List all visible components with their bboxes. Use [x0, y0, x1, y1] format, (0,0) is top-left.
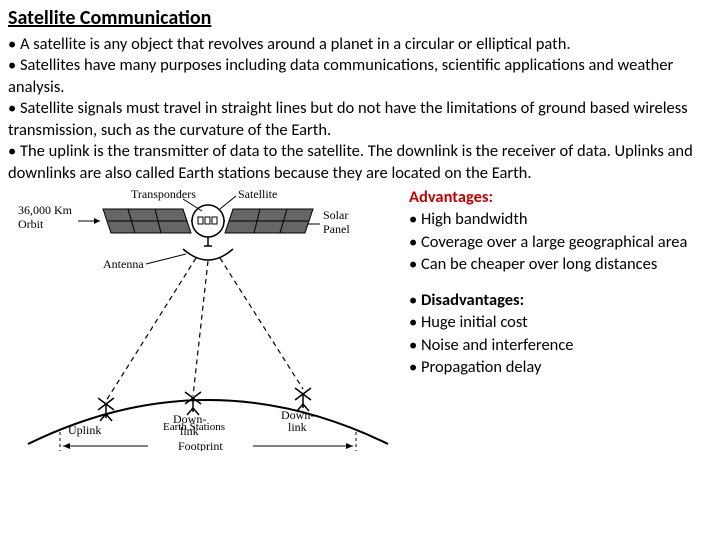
uplink-label: Uplink — [68, 423, 101, 437]
bullet-text: Satellites have many purposes including … — [8, 55, 673, 96]
page-title: Satellite Communication — [8, 6, 712, 30]
disadvantages-heading: • Disadvantages: — [409, 289, 712, 311]
downlink2-label-b: link — [288, 420, 307, 434]
bullet-text: A satellite is any object that revolves … — [20, 34, 571, 54]
disadvantage-item: • Noise and interference — [409, 334, 712, 356]
advantage-item: • High bandwidth — [409, 208, 712, 230]
footprint-label: Footprint — [178, 439, 223, 451]
disadvantage-item: • Propagation delay — [409, 356, 712, 378]
advantages-heading: Advantages: — [409, 187, 493, 207]
transponders-label: Transponders — [131, 187, 196, 201]
bullet-text: The uplink is the transmitter of data to… — [8, 141, 693, 182]
main-bullets: • A satellite is any object that revolve… — [8, 34, 712, 184]
bullet-text: Satellite signals must travel in straigh… — [8, 98, 688, 139]
solar-label-1: Solar — [323, 208, 348, 222]
disadvantage-item: • Huge initial cost — [409, 311, 712, 333]
satellite-diagram: Footprint — [8, 186, 403, 451]
earth-stations-label: Earth Stations — [163, 421, 225, 433]
orbit-label-1: 36,000 Km — [18, 203, 73, 217]
earth-station-icon — [98, 398, 114, 421]
solar-label-2: Panel — [323, 222, 350, 236]
orbit-label-2: Orbit — [18, 217, 44, 231]
satellite-label: Satellite — [238, 187, 277, 201]
advantage-item: • Coverage over a large geographical are… — [409, 231, 712, 253]
antenna-label: Antenna — [103, 257, 144, 271]
side-column: Advantages: • High bandwidth • Coverage … — [403, 186, 712, 451]
advantage-item: • Can be cheaper over long distances — [409, 253, 712, 275]
